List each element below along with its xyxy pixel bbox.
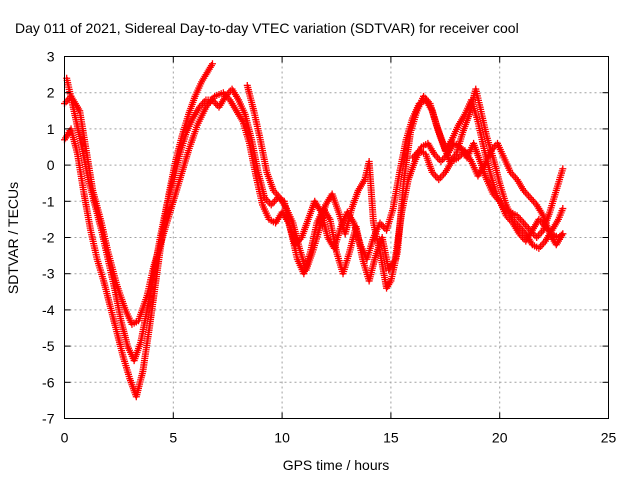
y-tick-label: 2 (47, 85, 55, 101)
grid-lines (64, 56, 609, 419)
y-tick-label: 3 (47, 49, 55, 65)
y-tick-label: -3 (42, 266, 55, 282)
y-tick-label: 0 (47, 157, 55, 173)
x-tick-label: 20 (492, 430, 508, 446)
y-tick-label: -2 (42, 230, 55, 246)
y-axis-label: SDTVAR / TECUs (5, 182, 21, 294)
x-axis-label: GPS time / hours (283, 457, 390, 473)
series-track-d (243, 81, 567, 292)
chart-title: Day 011 of 2021, Sidereal Day-to-day VTE… (15, 20, 519, 36)
data-point (559, 230, 567, 238)
data-point (208, 60, 216, 68)
y-tick-label: -1 (42, 193, 55, 209)
y-tick-label: -6 (42, 374, 55, 390)
data-point (559, 165, 567, 173)
series-track-b (61, 60, 216, 401)
axis-ticks (64, 56, 609, 419)
y-tick-label: -4 (42, 302, 55, 318)
y-tick-label: -7 (42, 411, 55, 427)
series-track-a (61, 89, 567, 328)
y-tick-label: -5 (42, 338, 55, 354)
x-tick-label: 10 (274, 430, 290, 446)
x-tick-label: 25 (601, 430, 617, 446)
data-point (559, 205, 567, 213)
x-tick-label: 5 (169, 430, 177, 446)
series-track-e (409, 139, 567, 249)
x-tick-label: 0 (61, 430, 69, 446)
y-tick-label: 1 (47, 121, 55, 137)
x-tick-label: 15 (383, 430, 399, 446)
data-marks (61, 60, 567, 401)
